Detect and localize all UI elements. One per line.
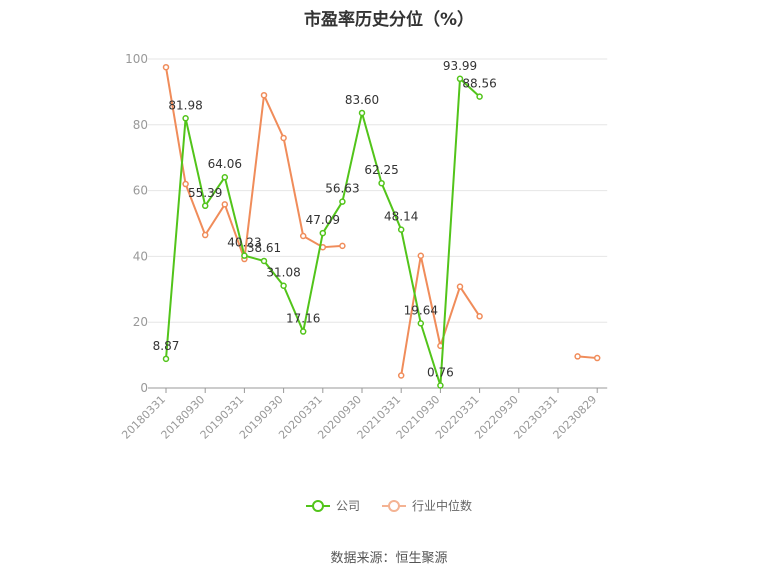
company-data-label: 8.87 bbox=[153, 339, 180, 353]
company-series-point bbox=[397, 226, 405, 233]
data-source: 数据来源：恒生聚源 bbox=[330, 551, 448, 566]
company-data-label: 64.06 bbox=[208, 157, 242, 171]
legend-company-label: 公司 bbox=[335, 499, 360, 513]
y-tick-label: 20 bbox=[133, 315, 148, 329]
legend: 公司 行业中位数 bbox=[0, 497, 778, 514]
company-data-label: 55.39 bbox=[188, 186, 222, 200]
company-series-point bbox=[280, 282, 287, 289]
company-series-point bbox=[319, 229, 327, 237]
industry-series-point bbox=[201, 231, 209, 239]
company-data-label: 38.61 bbox=[247, 241, 281, 255]
industry-series-point bbox=[574, 353, 581, 360]
company-series-point bbox=[162, 355, 170, 363]
company-data-label: 47.09 bbox=[306, 213, 340, 227]
y-tick-label: 0 bbox=[140, 381, 148, 395]
industry-series-point bbox=[417, 252, 425, 259]
industry-series-point bbox=[221, 201, 229, 208]
industry-series-point bbox=[162, 63, 170, 71]
industry-series-point bbox=[260, 91, 268, 99]
chart-plot: 0204060801002018033120180930201903312019… bbox=[119, 52, 608, 442]
legend-industry-icon bbox=[382, 499, 406, 513]
company-series-point bbox=[182, 115, 189, 122]
industry-series-point bbox=[456, 283, 464, 290]
company-data-label: 17.16 bbox=[286, 312, 320, 326]
legend-company-icon bbox=[305, 499, 330, 513]
company-data-label: 88.56 bbox=[462, 77, 496, 91]
company-data-label: 19.64 bbox=[404, 303, 438, 317]
company-data-label: 40.23 bbox=[227, 236, 261, 250]
company-series-point bbox=[358, 109, 366, 117]
industry-series-point bbox=[476, 313, 483, 320]
industry-series-point bbox=[182, 180, 189, 188]
legend-industry-label: 行业中位数 bbox=[412, 499, 473, 513]
company-series-point bbox=[339, 198, 346, 205]
company-series-point bbox=[221, 173, 229, 181]
y-tick-label: 80 bbox=[133, 118, 148, 132]
company-series-point bbox=[201, 202, 209, 210]
legend-item-company[interactable]: 公司 bbox=[305, 497, 360, 514]
company-series-point bbox=[476, 93, 483, 100]
y-tick-label: 100 bbox=[125, 52, 148, 66]
company-series-point bbox=[299, 328, 307, 335]
company-series-point bbox=[378, 179, 385, 187]
company-data-label: 48.14 bbox=[384, 210, 418, 224]
company-series-point bbox=[241, 252, 248, 259]
industry-series-point bbox=[280, 134, 287, 142]
company-data-label: 0.76 bbox=[427, 365, 454, 379]
y-tick-label: 40 bbox=[133, 249, 148, 263]
legend-item-industry[interactable]: 行业中位数 bbox=[382, 497, 472, 514]
industry-series-point bbox=[299, 232, 307, 240]
company-data-label: 93.99 bbox=[443, 59, 477, 73]
y-tick-label: 60 bbox=[133, 184, 148, 198]
company-data-label: 62.25 bbox=[364, 163, 398, 177]
company-data-label: 81.98 bbox=[168, 98, 202, 112]
company-series-point bbox=[417, 320, 425, 327]
company-data-label: 83.60 bbox=[345, 93, 379, 107]
industry-series-point bbox=[397, 372, 405, 379]
company-data-label: 56.63 bbox=[325, 182, 359, 196]
industry-series-line bbox=[165, 67, 343, 261]
industry-series-line bbox=[577, 355, 598, 360]
company-series-point bbox=[437, 382, 444, 389]
industry-series-point bbox=[339, 242, 346, 250]
industry-series-point bbox=[593, 354, 601, 362]
company-series-point bbox=[260, 257, 268, 265]
chart-title: 市盈率历史分位（%） bbox=[303, 10, 475, 30]
company-data-label: 31.08 bbox=[266, 266, 300, 280]
company-series-point bbox=[456, 75, 464, 83]
